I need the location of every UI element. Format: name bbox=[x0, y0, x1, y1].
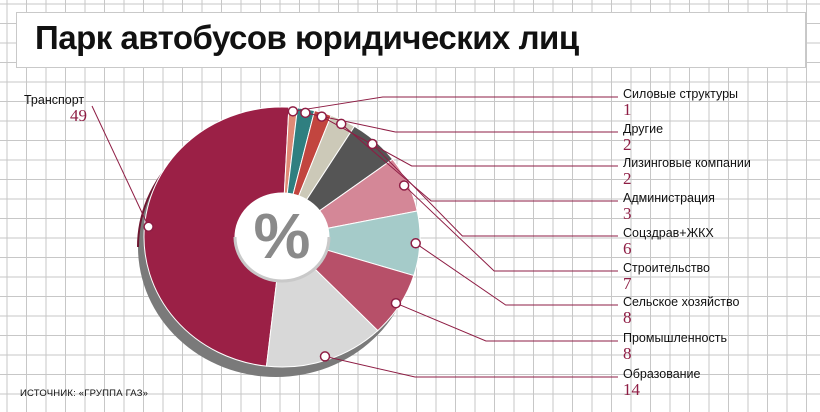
slice-label-9: Промышленность bbox=[623, 331, 727, 345]
title-panel: Парк автобусов юридических лиц bbox=[16, 12, 806, 68]
leader-dot-4 bbox=[316, 111, 327, 122]
slice-label-5: Администрация bbox=[623, 191, 715, 205]
leader-line-1 bbox=[91, 105, 150, 227]
slice-label-4: Лизинговые компании bbox=[623, 156, 751, 170]
slice-value-4: 2 bbox=[623, 169, 632, 188]
slice-label-3: Другие bbox=[623, 122, 663, 136]
leader-dot-6 bbox=[367, 138, 378, 150]
leader-line-8 bbox=[415, 242, 618, 306]
leader-line-3 bbox=[305, 112, 618, 133]
leader-line-7 bbox=[403, 185, 618, 272]
leader-dot-8 bbox=[410, 238, 421, 249]
leader-dot-2 bbox=[287, 106, 299, 117]
slice-label-1: Транспорт bbox=[24, 93, 84, 107]
slice-label-2: Силовые структуры bbox=[623, 87, 738, 101]
source-note: ИСТОЧНИК: «ГРУППА ГАЗ» bbox=[20, 388, 149, 399]
leader-dot-1 bbox=[143, 221, 154, 232]
slice-label-6: Соцздрав+ЖКХ bbox=[623, 226, 714, 240]
slice-label-10: Образование bbox=[623, 367, 701, 381]
slice-label-8: Сельское хозяйство bbox=[623, 295, 739, 309]
slice-value-1: 49 bbox=[70, 106, 87, 125]
slice-value-8: 8 bbox=[623, 308, 632, 327]
leader-line-6 bbox=[372, 143, 618, 237]
donut-hole bbox=[233, 193, 331, 283]
slice-value-2: 1 bbox=[623, 100, 632, 119]
leader-dot-9 bbox=[390, 297, 402, 309]
leader-line-9 bbox=[395, 302, 618, 342]
leader-line-5 bbox=[340, 123, 618, 202]
slice-value-10: 14 bbox=[623, 380, 641, 399]
slice-value-5: 3 bbox=[623, 204, 632, 223]
leader-dot-3 bbox=[300, 107, 311, 119]
leader-line-2 bbox=[292, 96, 618, 112]
percent-symbol: % bbox=[254, 200, 311, 272]
leader-lines bbox=[91, 96, 618, 378]
leader-dot-10 bbox=[319, 351, 331, 362]
slice-value-9: 8 bbox=[623, 344, 632, 363]
slice-value-6: 6 bbox=[623, 239, 632, 258]
slice-value-3: 2 bbox=[623, 135, 632, 154]
chart-title: Парк автобусов юридических лиц bbox=[35, 19, 579, 56]
slice-label-7: Строительство bbox=[623, 261, 710, 275]
leader-dot-7 bbox=[398, 180, 410, 191]
slice-value-7: 7 bbox=[623, 274, 632, 293]
leader-line-10 bbox=[324, 355, 618, 378]
leader-dot-5 bbox=[335, 118, 347, 130]
